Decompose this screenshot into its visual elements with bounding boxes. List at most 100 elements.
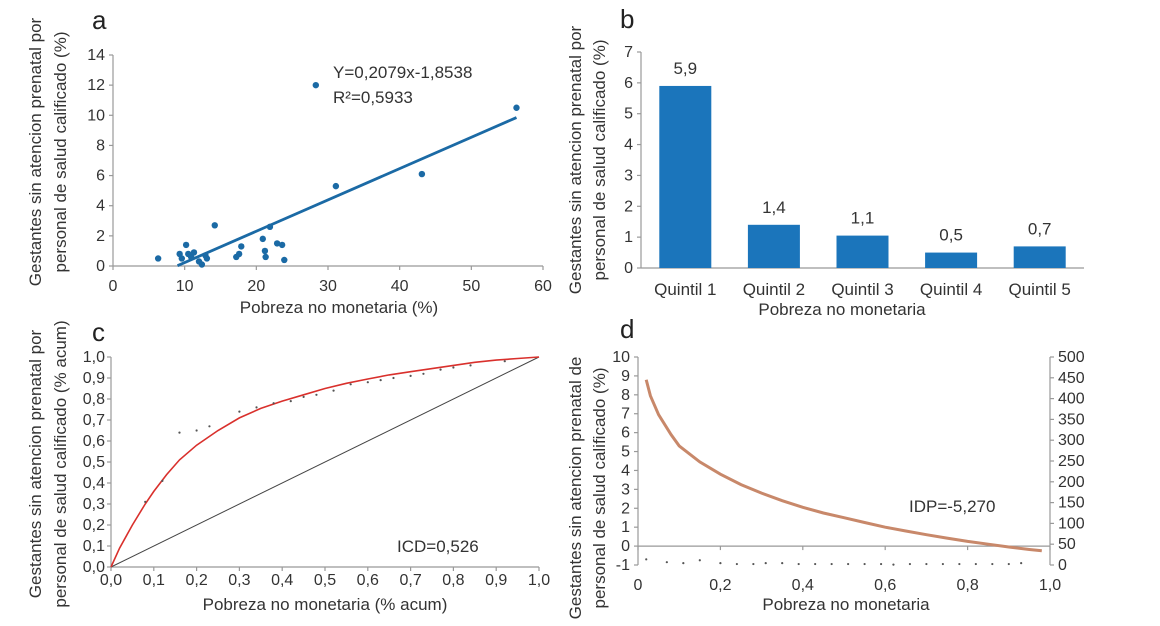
panel-a-ytick-label: 6 (96, 168, 105, 185)
panel-b-category-label: Quintil 2 (743, 280, 805, 299)
panel-b-bar (836, 235, 889, 268)
panel-d-ytick-label: 3 (621, 481, 630, 498)
panel-b-xlabel: Pobreza no monetaria (758, 300, 926, 319)
panel-c-xtick-label: 0,8 (442, 572, 464, 589)
panel-c-xtick-label: 0,0 (100, 572, 122, 589)
panel-c-xtick-label: 0,5 (314, 572, 336, 589)
panel-c-xtick-label: 0,2 (185, 572, 207, 589)
panel-c-point (439, 368, 442, 371)
panel-a-point (211, 222, 218, 229)
panel-a-point (190, 249, 198, 256)
panel-d-point (879, 562, 883, 566)
panel-b-bar-label: 1,4 (762, 198, 786, 217)
panel-c-point (161, 479, 164, 482)
panel-a-xlabel: Pobreza no monetaria (%) (240, 298, 438, 317)
panel-c-point (144, 500, 147, 503)
panel-d-y2tick-label: 50 (1058, 536, 1076, 553)
panel-b-ytick-label: 5 (624, 106, 633, 123)
panel-d-point (764, 562, 767, 565)
panel-d-ytick-label: 2 (621, 500, 630, 517)
panel-a-ytick-label: 8 (96, 137, 105, 154)
panel-d-xlabel: Pobreza no monetaria (762, 595, 930, 614)
panel-c-icd: ICD=0,526 (397, 537, 479, 556)
panel-d-ytick-label: 7 (621, 406, 630, 423)
panel-c-point (272, 402, 275, 405)
panel-a-point (259, 235, 266, 243)
panel-a-xtick-label: 10 (176, 278, 194, 295)
panel-d-ytick-label: 1 (621, 519, 630, 536)
panel-d-xtick-label: 0,6 (874, 577, 896, 594)
panel-c-point (366, 381, 369, 384)
panel-a-point (266, 223, 274, 231)
panel-a-point (203, 255, 211, 262)
panel-b-ytick-label: 1 (624, 229, 633, 246)
panel-d-ytick-label: 4 (621, 462, 630, 479)
panel-c-point (332, 389, 335, 392)
panel-d-point (908, 562, 912, 566)
panel-a-ytick-label: 0 (96, 258, 105, 275)
panel-b-bar (747, 224, 800, 268)
panel-c-ylabel-line1: Gestantes sin atencion prenatal por (26, 329, 45, 598)
panel-a-point (261, 247, 269, 255)
panel-a-ytick-label: 2 (96, 228, 105, 245)
panel-d-y2tick-label: 250 (1058, 453, 1085, 470)
panel-c-ytick-label: 0,0 (83, 559, 105, 576)
panel-c-point (195, 429, 198, 432)
panel-d-ylabel-line1: Gestantes sin atencion prenatal de (566, 357, 585, 620)
panel-c-xtick-label: 0,1 (143, 572, 165, 589)
panel-b-ytick-label: 6 (624, 75, 633, 92)
panel-d-y2tick-label: 450 (1058, 370, 1085, 387)
panel-c-ytick-label: 0,8 (83, 391, 105, 408)
panel-c-curve (110, 356, 540, 568)
panel-c-ytick-label: 0,9 (83, 370, 105, 387)
panel-d-point (1020, 562, 1023, 565)
panel-a-ylabel-line1: Gestantes sin atencion prenatal por (26, 17, 45, 286)
panel-a-xtick-label: 30 (319, 278, 337, 295)
panel-a-point (513, 104, 520, 111)
panel-a-point (178, 255, 185, 262)
panel-d-y2tick-label: 300 (1058, 432, 1085, 449)
panel-a-point (312, 81, 320, 89)
panel-d-point (1007, 562, 1010, 566)
panel-c-point (255, 406, 258, 409)
panel-a-point (278, 241, 286, 249)
panel-c-ytick-label: 0,7 (83, 412, 105, 429)
panel-c-point (238, 410, 241, 413)
panel-d-ytick-label: -1 (616, 557, 630, 574)
panel-a-point (235, 250, 243, 258)
panel-b-bar-label: 1,1 (851, 209, 875, 228)
panel-d-y2tick-label: 150 (1058, 495, 1085, 512)
panel-b-bar (925, 252, 978, 268)
panel-d-ytick-label: 8 (621, 387, 630, 404)
panel-a-point (262, 253, 269, 261)
panel-c-ylabel-line2: personal de salud calificado (% acum) (51, 320, 70, 607)
panel-d-point (645, 558, 648, 561)
panel-d-curve (644, 379, 1042, 553)
panel-b-bar-label: 0,7 (1028, 219, 1052, 238)
panel-d-point (781, 562, 784, 565)
panel-a-xtick-label: 40 (391, 278, 409, 295)
panel-c-ytick-label: 0,4 (83, 475, 105, 492)
panel-d-ylabel-line2: personal de salud calificado (%) (590, 368, 609, 609)
panel-d-ytick-label: 0 (621, 538, 630, 555)
panel-d-point (814, 562, 817, 566)
panel-b-category-label: Quintil 3 (831, 280, 893, 299)
panel-a-point (238, 243, 245, 250)
panel-d-xtick-label: 0,2 (709, 577, 731, 594)
panel-b-ytick-label: 2 (624, 198, 633, 215)
panel-d-point (892, 563, 895, 566)
panel-d-ytick-label: 5 (621, 444, 630, 461)
panel-c-point (503, 360, 506, 363)
panel-d-point (698, 559, 701, 562)
panel-c-equality-line (110, 356, 540, 568)
panel-a-xtick-label: 60 (534, 278, 552, 295)
panel-c-ytick-label: 0,3 (83, 496, 105, 513)
panel-c-ytick-label: 0,6 (83, 433, 105, 450)
panel-c-point (208, 425, 211, 428)
panel-c-point (349, 383, 352, 386)
panel-c-ytick-label: 0,5 (83, 454, 105, 471)
panel-a-ytick-label: 12 (87, 77, 105, 94)
panel-c-xlabel: Pobreza no monetaria (% acum) (203, 595, 448, 614)
panel-c-point (315, 393, 318, 396)
panel-d-ytick-label: 10 (612, 349, 630, 366)
